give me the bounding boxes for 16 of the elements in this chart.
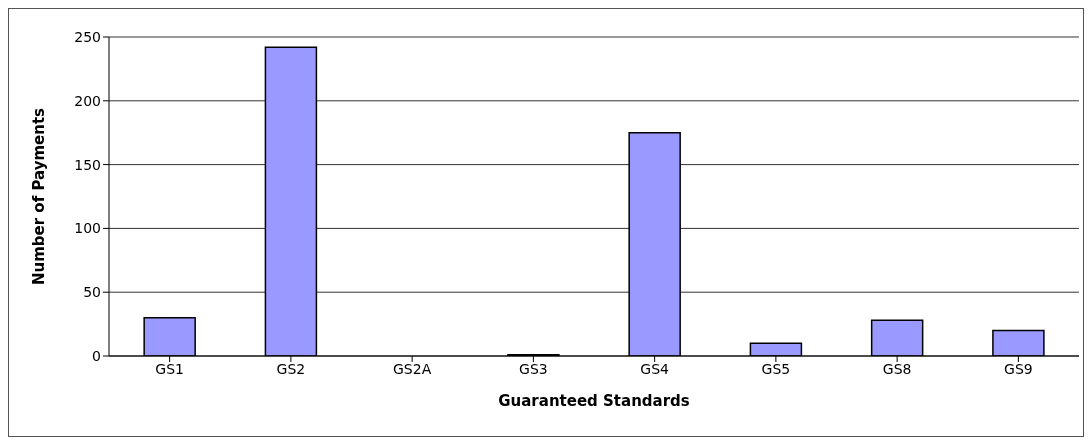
y-tick-label: 200 (74, 92, 101, 109)
x-tick-label: GS8 (882, 360, 912, 377)
x-tick-label: GS3 (519, 360, 548, 377)
x-tick-label: GS4 (640, 360, 670, 377)
y-tick-label: 50 (83, 284, 101, 301)
y-tick-label: 150 (74, 156, 101, 173)
x-tick-label: GS2 (276, 360, 306, 377)
y-tick-label: 100 (74, 220, 101, 237)
x-tick-label: GS2A (393, 360, 432, 377)
x-tick-label: GS1 (155, 360, 184, 377)
y-tick-label: 250 (74, 28, 101, 45)
y-axis-title: Number of Payments (30, 107, 49, 286)
x-tick-label: GS9 (1004, 360, 1033, 377)
x-axis-title: Guaranteed Standards (498, 392, 690, 410)
x-tick-label: GS5 (761, 360, 791, 377)
y-tick-label: 0 (92, 347, 101, 364)
